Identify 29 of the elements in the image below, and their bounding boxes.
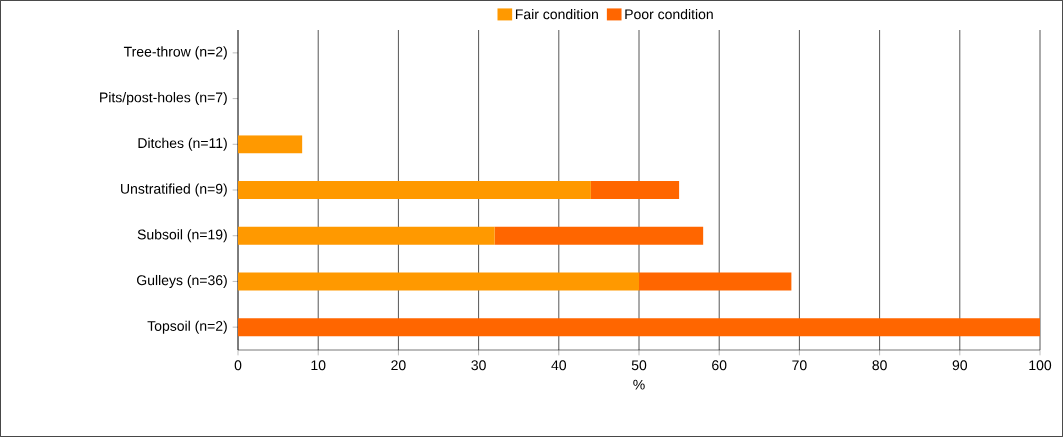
x-tick-label: 20	[391, 360, 406, 371]
x-tick-label: 50	[631, 360, 647, 371]
x-tick-label: 40	[551, 360, 567, 371]
y-tick-label: Gulleys (n=36)	[137, 274, 227, 288]
bar	[238, 272, 640, 291]
bar	[494, 226, 704, 245]
x-axis-title: %	[633, 379, 645, 390]
bar	[238, 318, 1040, 337]
y-tick-label: Ditches (n=11)	[138, 137, 227, 151]
bar	[238, 181, 591, 200]
x-tick-label: 100	[1029, 360, 1052, 371]
x-tick-label: 80	[872, 360, 887, 371]
bar	[639, 272, 792, 291]
x-tick-label: 0	[234, 360, 242, 371]
x-tick-label: 60	[712, 360, 727, 371]
x-tick-label: 90	[952, 360, 968, 371]
y-tick-label: Subsoil (n=19)	[137, 229, 227, 243]
bar	[238, 135, 303, 154]
x-tick-label: 10	[311, 360, 326, 371]
y-tick-label: Pits/post-holes (n=7)	[100, 92, 227, 106]
x-tick-label: 70	[792, 360, 807, 371]
y-tick-label: Unstratified (n=9)	[121, 183, 227, 197]
bar	[238, 226, 495, 245]
y-tick-label: Tree-throw (n=2)	[123, 46, 227, 60]
bar	[590, 181, 680, 200]
legend-label: Poor condition	[625, 8, 713, 20]
y-tick-label: Topsoil (n=2)	[147, 320, 227, 334]
x-tick-label: 30	[471, 360, 486, 371]
legend-label: Fair condition	[515, 8, 598, 20]
